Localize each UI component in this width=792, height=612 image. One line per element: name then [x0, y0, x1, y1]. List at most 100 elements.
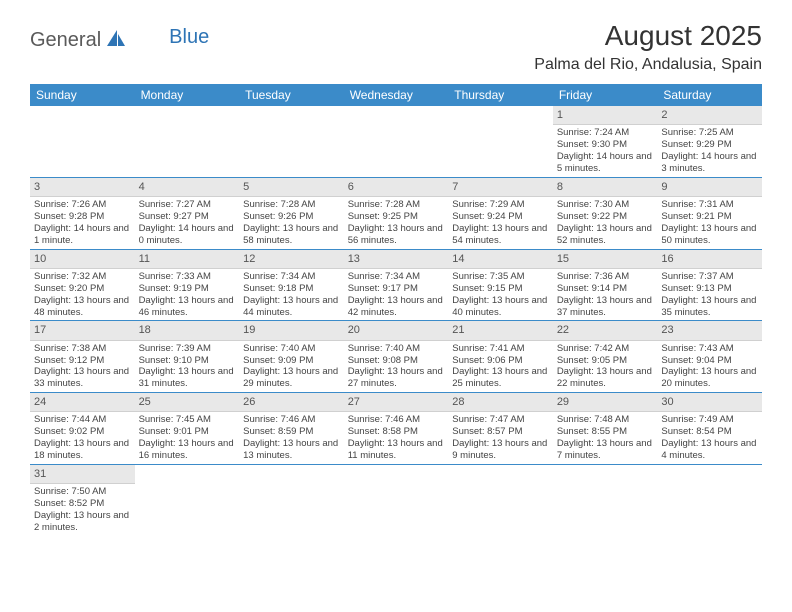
day-number: 1: [553, 106, 658, 125]
sunset-text: Sunset: 9:01 PM: [139, 426, 236, 438]
calendar-day-cell: 19Sunrise: 7:40 AMSunset: 9:09 PMDayligh…: [239, 321, 344, 393]
day-content: Sunrise: 7:46 AMSunset: 8:58 PMDaylight:…: [344, 412, 449, 464]
calendar-day-cell: [657, 464, 762, 535]
day-number: 23: [657, 321, 762, 340]
calendar-day-cell: 16Sunrise: 7:37 AMSunset: 9:13 PMDayligh…: [657, 249, 762, 321]
sunset-text: Sunset: 8:57 PM: [452, 426, 549, 438]
calendar-day-cell: 11Sunrise: 7:33 AMSunset: 9:19 PMDayligh…: [135, 249, 240, 321]
daylight-text: Daylight: 13 hours and 13 minutes.: [243, 438, 340, 462]
weekday-header: Saturday: [657, 84, 762, 106]
daylight-text: Daylight: 13 hours and 20 minutes.: [661, 366, 758, 390]
day-content: Sunrise: 7:34 AMSunset: 9:17 PMDaylight:…: [344, 269, 449, 321]
day-content: Sunrise: 7:48 AMSunset: 8:55 PMDaylight:…: [553, 412, 658, 464]
sunset-text: Sunset: 9:15 PM: [452, 283, 549, 295]
sunset-text: Sunset: 9:22 PM: [557, 211, 654, 223]
day-content: Sunrise: 7:44 AMSunset: 9:02 PMDaylight:…: [30, 412, 135, 464]
day-content: Sunrise: 7:25 AMSunset: 9:29 PMDaylight:…: [657, 125, 762, 177]
sunrise-text: Sunrise: 7:47 AM: [452, 414, 549, 426]
calendar-day-cell: 27Sunrise: 7:46 AMSunset: 8:58 PMDayligh…: [344, 393, 449, 465]
sunset-text: Sunset: 8:58 PM: [348, 426, 445, 438]
calendar-day-cell: 12Sunrise: 7:34 AMSunset: 9:18 PMDayligh…: [239, 249, 344, 321]
daylight-text: Daylight: 13 hours and 35 minutes.: [661, 295, 758, 319]
daylight-text: Daylight: 13 hours and 44 minutes.: [243, 295, 340, 319]
calendar-day-cell: 2Sunrise: 7:25 AMSunset: 9:29 PMDaylight…: [657, 106, 762, 177]
calendar-day-cell: [239, 464, 344, 535]
day-content: Sunrise: 7:35 AMSunset: 9:15 PMDaylight:…: [448, 269, 553, 321]
day-number: 28: [448, 393, 553, 412]
sunset-text: Sunset: 9:20 PM: [34, 283, 131, 295]
sunrise-text: Sunrise: 7:25 AM: [661, 127, 758, 139]
sunset-text: Sunset: 9:13 PM: [661, 283, 758, 295]
logo-sail-icon: [105, 28, 127, 53]
calendar-day-cell: 9Sunrise: 7:31 AMSunset: 9:21 PMDaylight…: [657, 177, 762, 249]
sunrise-text: Sunrise: 7:50 AM: [34, 486, 131, 498]
day-number: 21: [448, 321, 553, 340]
header: General Blue August 2025 Palma del Rio, …: [0, 0, 792, 84]
sunrise-text: Sunrise: 7:24 AM: [557, 127, 654, 139]
sunrise-text: Sunrise: 7:26 AM: [34, 199, 131, 211]
sunset-text: Sunset: 9:17 PM: [348, 283, 445, 295]
day-number: 29: [553, 393, 658, 412]
sunset-text: Sunset: 9:19 PM: [139, 283, 236, 295]
calendar-day-cell: 24Sunrise: 7:44 AMSunset: 9:02 PMDayligh…: [30, 393, 135, 465]
sunrise-text: Sunrise: 7:35 AM: [452, 271, 549, 283]
calendar-day-cell: 1Sunrise: 7:24 AMSunset: 9:30 PMDaylight…: [553, 106, 658, 177]
daylight-text: Daylight: 13 hours and 16 minutes.: [139, 438, 236, 462]
day-number: 7: [448, 178, 553, 197]
month-title: August 2025: [534, 20, 762, 52]
daylight-text: Daylight: 13 hours and 27 minutes.: [348, 366, 445, 390]
day-number: 31: [30, 465, 135, 484]
calendar-day-cell: 26Sunrise: 7:46 AMSunset: 8:59 PMDayligh…: [239, 393, 344, 465]
day-number: 11: [135, 250, 240, 269]
sunrise-text: Sunrise: 7:44 AM: [34, 414, 131, 426]
sunset-text: Sunset: 8:59 PM: [243, 426, 340, 438]
daylight-text: Daylight: 13 hours and 37 minutes.: [557, 295, 654, 319]
day-content: Sunrise: 7:36 AMSunset: 9:14 PMDaylight:…: [553, 269, 658, 321]
sunset-text: Sunset: 9:09 PM: [243, 355, 340, 367]
calendar-week-row: 24Sunrise: 7:44 AMSunset: 9:02 PMDayligh…: [30, 393, 762, 465]
day-content: Sunrise: 7:30 AMSunset: 9:22 PMDaylight:…: [553, 197, 658, 249]
calendar-week-row: 17Sunrise: 7:38 AMSunset: 9:12 PMDayligh…: [30, 321, 762, 393]
day-content: Sunrise: 7:37 AMSunset: 9:13 PMDaylight:…: [657, 269, 762, 321]
day-content: Sunrise: 7:26 AMSunset: 9:28 PMDaylight:…: [30, 197, 135, 249]
day-number: 6: [344, 178, 449, 197]
daylight-text: Daylight: 13 hours and 50 minutes.: [661, 223, 758, 247]
day-content: Sunrise: 7:40 AMSunset: 9:08 PMDaylight:…: [344, 341, 449, 393]
daylight-text: Daylight: 13 hours and 54 minutes.: [452, 223, 549, 247]
calendar-day-cell: 5Sunrise: 7:28 AMSunset: 9:26 PMDaylight…: [239, 177, 344, 249]
calendar-day-cell: 15Sunrise: 7:36 AMSunset: 9:14 PMDayligh…: [553, 249, 658, 321]
sunset-text: Sunset: 9:04 PM: [661, 355, 758, 367]
daylight-text: Daylight: 14 hours and 0 minutes.: [139, 223, 236, 247]
sunset-text: Sunset: 9:18 PM: [243, 283, 340, 295]
sunrise-text: Sunrise: 7:40 AM: [348, 343, 445, 355]
sunrise-text: Sunrise: 7:34 AM: [348, 271, 445, 283]
sunset-text: Sunset: 9:10 PM: [139, 355, 236, 367]
daylight-text: Daylight: 13 hours and 22 minutes.: [557, 366, 654, 390]
sunset-text: Sunset: 9:06 PM: [452, 355, 549, 367]
day-content: Sunrise: 7:42 AMSunset: 9:05 PMDaylight:…: [553, 341, 658, 393]
day-number: 12: [239, 250, 344, 269]
calendar-day-cell: 21Sunrise: 7:41 AMSunset: 9:06 PMDayligh…: [448, 321, 553, 393]
day-content: Sunrise: 7:27 AMSunset: 9:27 PMDaylight:…: [135, 197, 240, 249]
logo-text-blue: Blue: [169, 26, 209, 49]
weekday-header: Sunday: [30, 84, 135, 106]
sunrise-text: Sunrise: 7:29 AM: [452, 199, 549, 211]
title-block: August 2025 Palma del Rio, Andalusia, Sp…: [534, 20, 762, 74]
day-content: Sunrise: 7:34 AMSunset: 9:18 PMDaylight:…: [239, 269, 344, 321]
calendar-day-cell: [448, 106, 553, 177]
day-number: 10: [30, 250, 135, 269]
day-content: Sunrise: 7:38 AMSunset: 9:12 PMDaylight:…: [30, 341, 135, 393]
sunrise-text: Sunrise: 7:42 AM: [557, 343, 654, 355]
daylight-text: Daylight: 13 hours and 11 minutes.: [348, 438, 445, 462]
weekday-header: Wednesday: [344, 84, 449, 106]
calendar-day-cell: [30, 106, 135, 177]
calendar-week-row: 31Sunrise: 7:50 AMSunset: 8:52 PMDayligh…: [30, 464, 762, 535]
day-content: Sunrise: 7:28 AMSunset: 9:25 PMDaylight:…: [344, 197, 449, 249]
day-number: 8: [553, 178, 658, 197]
day-content: Sunrise: 7:50 AMSunset: 8:52 PMDaylight:…: [30, 484, 135, 536]
calendar-day-cell: 23Sunrise: 7:43 AMSunset: 9:04 PMDayligh…: [657, 321, 762, 393]
daylight-text: Daylight: 13 hours and 29 minutes.: [243, 366, 340, 390]
sunrise-text: Sunrise: 7:28 AM: [348, 199, 445, 211]
sunrise-text: Sunrise: 7:36 AM: [557, 271, 654, 283]
weekday-header: Monday: [135, 84, 240, 106]
